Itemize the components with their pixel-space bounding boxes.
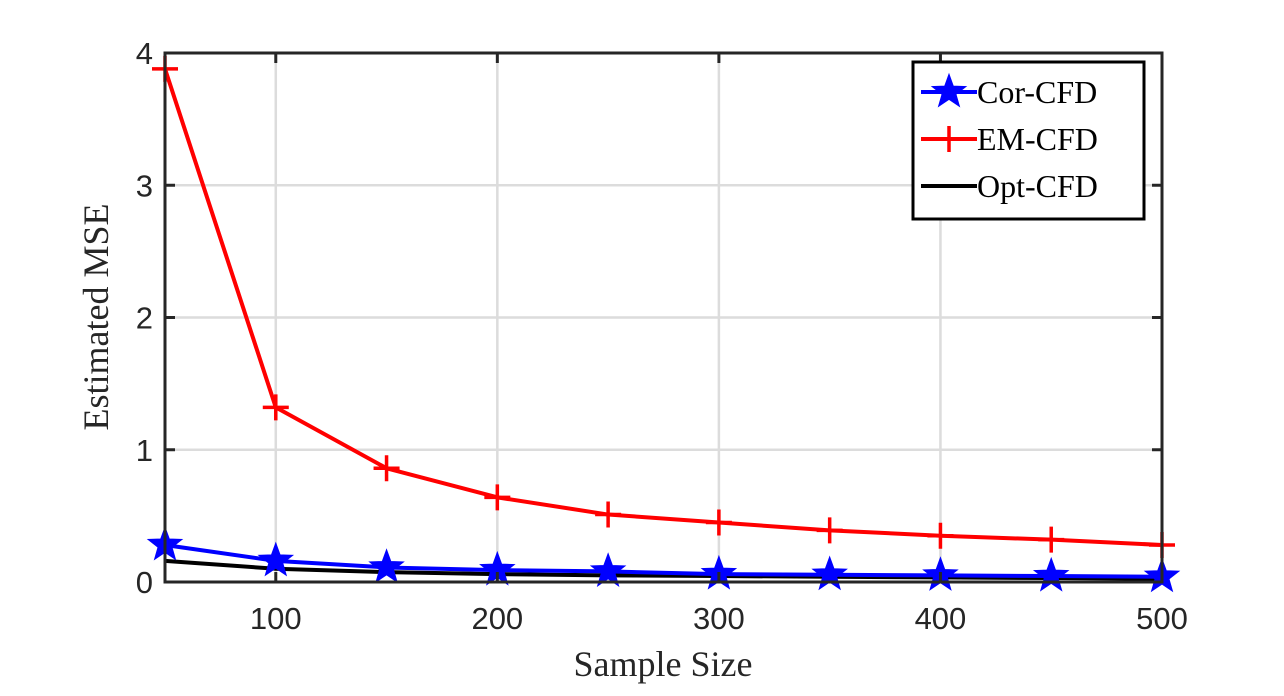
x-tick-label: 200 <box>471 601 523 636</box>
axis-ticks: 100 200 300 400 500 0 1 2 3 4 <box>136 36 1188 636</box>
em-cfd-point <box>927 522 954 549</box>
opt-cfd-legend-label: Opt-CFD <box>977 168 1098 204</box>
cor-cfd-point <box>589 552 627 587</box>
y-tick-label: 3 <box>136 168 153 203</box>
x-tick-label: 100 <box>250 601 302 636</box>
cor-cfd-point <box>257 541 295 577</box>
em-cfd-point <box>484 484 511 511</box>
legend: Cor-CFD EM-CFD Opt-CFD <box>911 60 1146 221</box>
em-cfd-legend-marker <box>936 126 962 152</box>
cor-cfd-legend-marker <box>930 72 968 108</box>
em-cfd-point <box>1038 526 1065 553</box>
x-tick-label: 400 <box>915 601 967 636</box>
y-tick-label: 2 <box>136 301 153 336</box>
y-tick-label: 1 <box>136 433 153 468</box>
em-cfd-point <box>262 394 289 421</box>
em-cfd-point <box>816 517 843 544</box>
x-tick-label: 300 <box>693 601 745 636</box>
cor-cfd-point <box>1032 556 1070 592</box>
x-axis-title: Sample Size <box>574 644 753 684</box>
plot-lines <box>146 55 1181 593</box>
y-axis-title: Estimated MSE <box>76 204 116 431</box>
cor-cfd-line <box>164 542 1163 579</box>
em-cfd-point <box>595 501 622 528</box>
cor-cfd-point <box>811 555 848 591</box>
y-tick-label: 0 <box>136 565 153 600</box>
em-cfd-line <box>163 68 1163 547</box>
y-tick-label: 4 <box>136 36 153 71</box>
em-cfd-legend-label: EM-CFD <box>977 121 1098 157</box>
cor-cfd-legend-label: Cor-CFD <box>977 74 1097 110</box>
x-tick-label: 500 <box>1136 601 1188 636</box>
em-cfd-point <box>373 455 400 482</box>
cor-cfd-point <box>368 548 405 583</box>
em-cfd-point <box>705 509 732 536</box>
